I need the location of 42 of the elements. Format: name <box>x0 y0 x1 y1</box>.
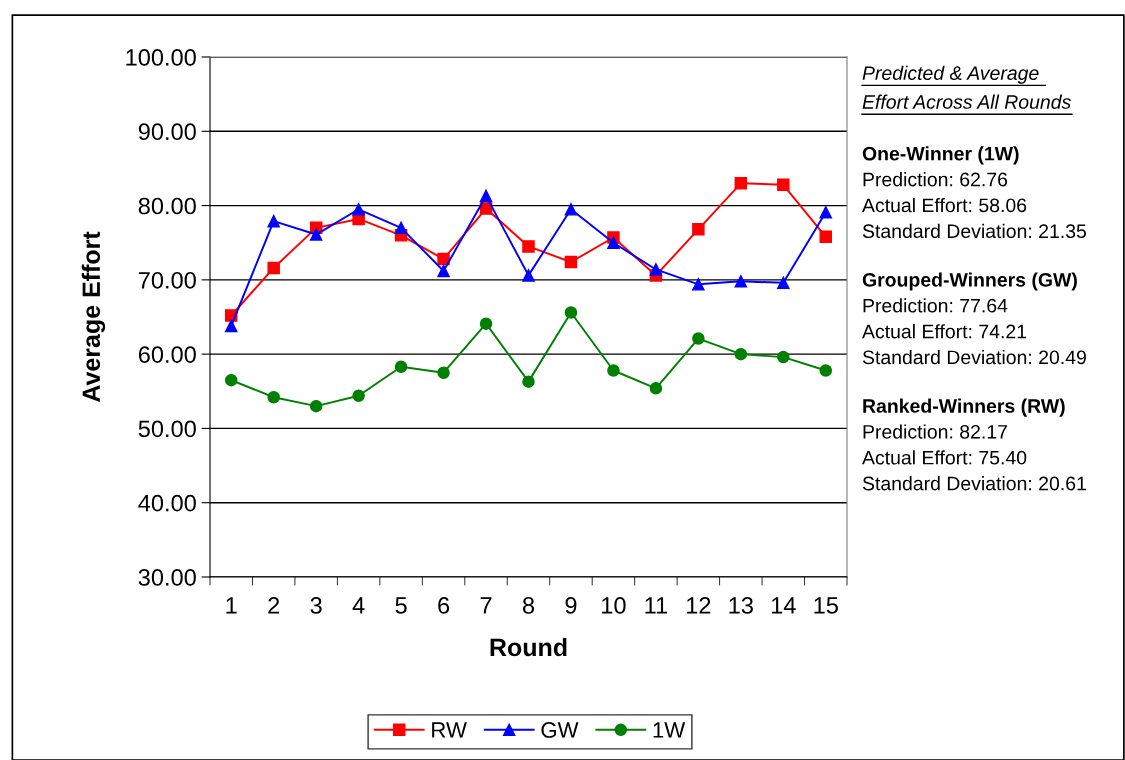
x-tick-label: 10 <box>602 597 626 614</box>
x-tick-label: 15 <box>814 597 838 614</box>
x-axis-title: Round <box>490 637 567 657</box>
y-tick-label: 80.00 <box>138 197 196 215</box>
x-tick-label: 6 <box>438 597 450 614</box>
text: Actual Effort: 74.21 <box>862 324 1027 339</box>
legend-label: GW <box>541 722 579 738</box>
x-tick-label: 2 <box>268 597 280 614</box>
x-tick-label: 13 <box>729 597 753 614</box>
text: Actual Effort: 58.06 <box>862 197 1027 213</box>
text: Grouped-Winners (GW) <box>862 272 1077 291</box>
x-tick-label: 12 <box>687 597 711 614</box>
text: Standard Deviation: 20.61 <box>862 476 1086 491</box>
text: Standard Deviation: 20.49 <box>862 349 1086 365</box>
text: One-Winner (1W) <box>862 146 1019 165</box>
y-tick-label: 50.00 <box>138 420 196 438</box>
x-tick-label: 3 <box>310 597 322 614</box>
x-tick-label: 4 <box>352 597 365 614</box>
x-tick-label: 11 <box>645 597 668 614</box>
text: Prediction: 62.76 <box>863 172 1008 187</box>
y-tick-label: 40.00 <box>138 494 196 512</box>
text: Prediction: 82.17 <box>863 424 1007 439</box>
text: Ranked-Winners (RW) <box>863 398 1065 417</box>
x-tick-label: 1 <box>226 597 237 614</box>
text: Effort Across All Rounds <box>862 94 1071 109</box>
y-tick-label: 70.00 <box>138 271 196 289</box>
text: Predicted & Average <box>862 65 1039 84</box>
text: Actual Effort: 75.40 <box>862 450 1027 465</box>
text: Prediction: 77.64 <box>863 298 1008 313</box>
y-tick-label: 90.00 <box>138 123 196 141</box>
y-tick-label: 60.00 <box>138 346 196 363</box>
y-axis-title: Average Effort <box>81 231 106 403</box>
legend-label: 1W <box>653 722 686 738</box>
x-tick-label: 8 <box>522 597 535 614</box>
legend-label: RW <box>432 722 467 738</box>
x-tick-label: 5 <box>395 597 407 614</box>
y-tick-label: 30.00 <box>138 569 196 586</box>
y-tick-label: 100.00 <box>126 49 196 66</box>
x-tick-label: 7 <box>480 597 492 614</box>
x-tick-label: 14 <box>771 597 796 614</box>
x-tick-label: 9 <box>565 597 577 614</box>
text: Standard Deviation: 21.35 <box>862 223 1087 239</box>
